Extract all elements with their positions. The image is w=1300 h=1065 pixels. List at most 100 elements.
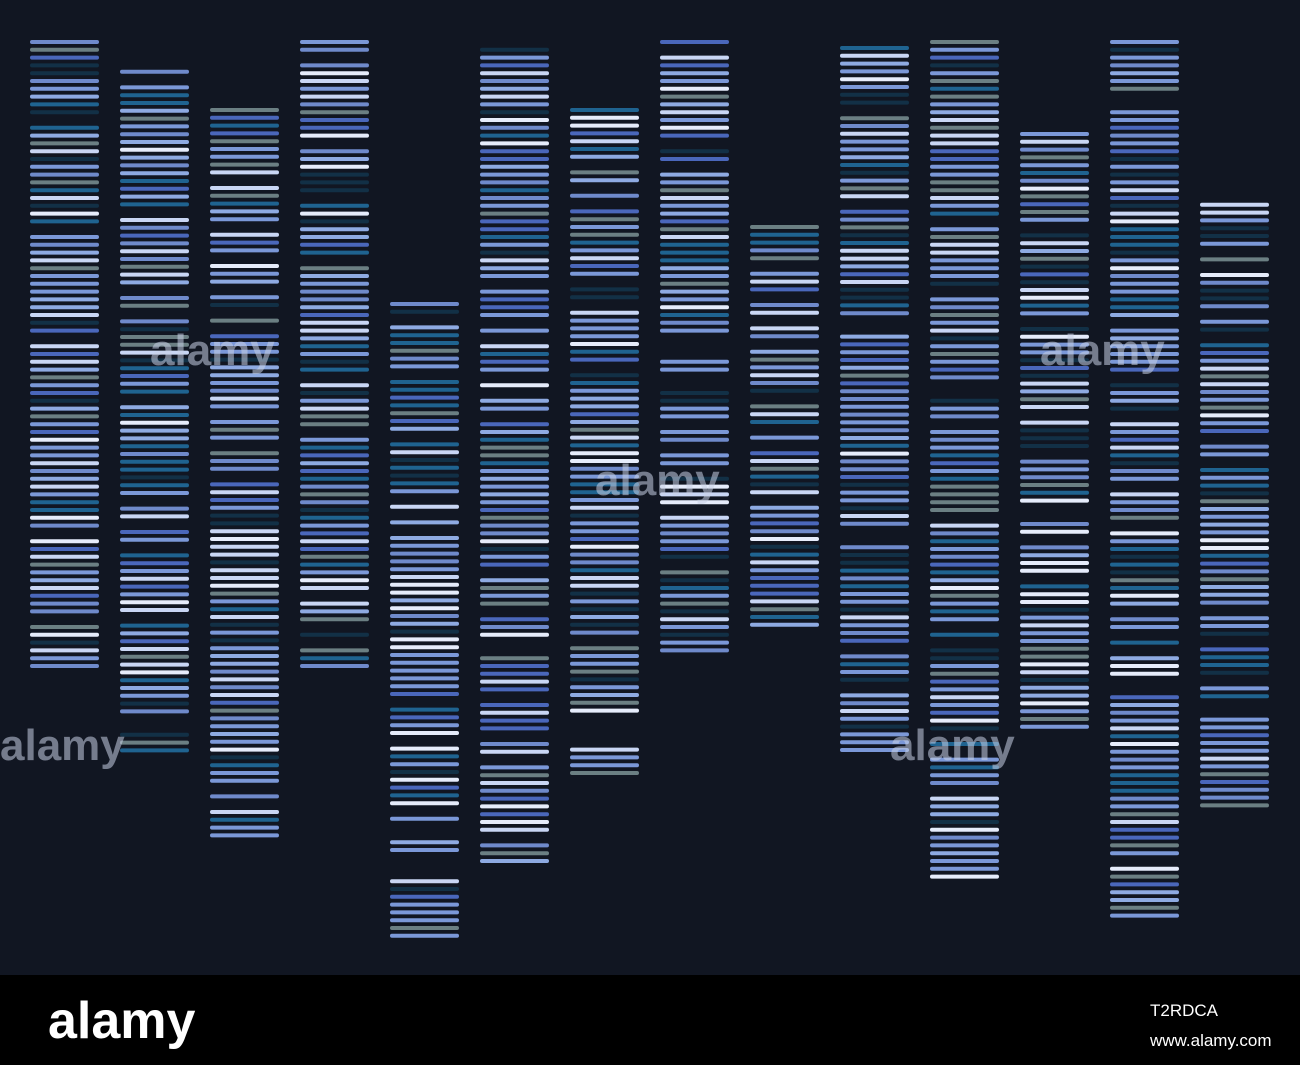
- watermark: alamy: [890, 721, 1015, 770]
- stripe: [570, 443, 639, 448]
- stripe: [1200, 280, 1269, 285]
- stripe: [480, 71, 549, 76]
- stripe: [1200, 592, 1269, 597]
- stripe: [930, 164, 999, 169]
- stripe: [120, 233, 189, 238]
- stripe: [930, 414, 999, 419]
- stripe: [1200, 507, 1269, 511]
- stripe: [660, 547, 729, 551]
- stripe: [930, 437, 999, 442]
- stripe: [1020, 615, 1089, 620]
- stripe: [210, 552, 279, 557]
- stripe: [390, 723, 459, 728]
- stripe: [120, 530, 189, 534]
- stripe: [1110, 40, 1179, 44]
- stripe: [660, 211, 729, 216]
- stripe: [480, 437, 549, 442]
- stripe: [120, 85, 189, 90]
- stripe: [120, 537, 189, 542]
- stripe: [210, 435, 279, 440]
- stripe: [840, 404, 909, 409]
- stripe: [930, 726, 999, 731]
- stripe: [660, 359, 729, 364]
- footer-band: [0, 975, 1300, 1065]
- stripe: [390, 762, 459, 767]
- stripe: [480, 289, 549, 294]
- stripe: [390, 598, 459, 603]
- stripe: [840, 607, 909, 612]
- stripe: [840, 662, 909, 667]
- stripe: [1110, 734, 1179, 739]
- stripe: [840, 748, 909, 752]
- stripe: [1020, 334, 1089, 339]
- stripe: [300, 102, 369, 107]
- stripe: [30, 157, 99, 161]
- stripe: [930, 851, 999, 856]
- stripe: [840, 186, 909, 191]
- stripe: [120, 69, 189, 74]
- stripe: [480, 523, 549, 528]
- stripe: [930, 757, 999, 762]
- stripe: [300, 157, 369, 161]
- stripe: [1110, 749, 1179, 754]
- stripe: [30, 86, 99, 91]
- stripe: [1110, 890, 1179, 895]
- stripe: [1110, 336, 1179, 341]
- stripe: [1110, 562, 1179, 567]
- stripe: [480, 383, 549, 388]
- stripe: [840, 373, 909, 378]
- stripe: [480, 710, 549, 715]
- stripe: [480, 554, 549, 559]
- stripe: [480, 344, 549, 349]
- stripe: [390, 567, 459, 572]
- stripe: [930, 94, 999, 99]
- stripe: [660, 55, 729, 60]
- stripe: [1200, 624, 1269, 628]
- stripe: [750, 412, 819, 417]
- stripe: [120, 654, 189, 659]
- stripe: [1020, 623, 1089, 628]
- stripe: [750, 521, 819, 526]
- stripe: [390, 481, 459, 486]
- stripe: [30, 508, 99, 512]
- stripe: [1110, 469, 1179, 473]
- stripe: [570, 529, 639, 534]
- stripe: [660, 367, 729, 372]
- stripe: [1110, 274, 1179, 278]
- stripe: [1200, 226, 1269, 231]
- stripe: [1020, 256, 1089, 261]
- stripe: [300, 437, 369, 442]
- stripe: [30, 235, 99, 239]
- stripe: [300, 586, 369, 590]
- stripe: [840, 155, 909, 160]
- stripe: [930, 484, 999, 489]
- stripe: [1020, 233, 1089, 238]
- stripe: [1200, 421, 1269, 426]
- stripe: [1110, 313, 1179, 317]
- stripe: [30, 523, 99, 528]
- stripe: [660, 476, 729, 481]
- stripe: [1020, 420, 1089, 425]
- stripe: [1110, 586, 1179, 590]
- watermark: alamy: [150, 326, 275, 375]
- stripe: [1110, 227, 1179, 232]
- stripe: [1020, 178, 1089, 183]
- watermark: alamy: [0, 721, 125, 770]
- stripe: [390, 715, 459, 720]
- stripe: [30, 453, 99, 458]
- stripe: [300, 118, 369, 122]
- stripe: [660, 118, 729, 122]
- stripe: [840, 412, 909, 417]
- stripe: [480, 656, 549, 661]
- stripe: [840, 381, 909, 386]
- stripe: [1110, 882, 1179, 887]
- stripe: [120, 327, 189, 332]
- stripe: [300, 71, 369, 76]
- stripe: [570, 669, 639, 674]
- stripe: [30, 242, 99, 247]
- stripe: [300, 453, 369, 458]
- stripe: [210, 568, 279, 573]
- stripe: [660, 625, 729, 629]
- stripe: [570, 396, 639, 401]
- stripe: [480, 227, 549, 232]
